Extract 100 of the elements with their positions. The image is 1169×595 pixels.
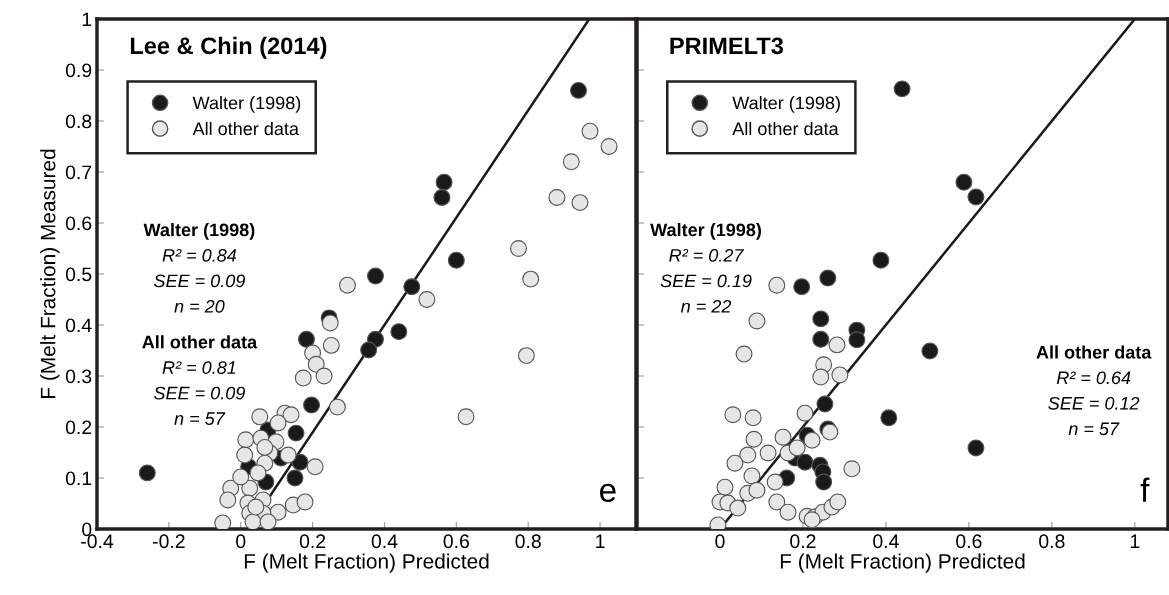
point (457, 408, 475, 426)
point (232, 468, 250, 486)
annotation: n = 57 (1068, 422, 1120, 436)
annotation: R² = 0.84 (162, 248, 237, 262)
point (735, 345, 753, 363)
x-tick-label: 0 (236, 534, 246, 549)
y-tick-label: 0.8 (65, 114, 92, 129)
point (803, 431, 821, 449)
y-tick-label: 0.6 (65, 216, 92, 231)
point (967, 439, 985, 457)
x-tick-label: 0.4 (873, 534, 899, 549)
point (418, 291, 436, 308)
point (967, 188, 985, 206)
point (848, 331, 866, 349)
x-tick-label: 0.2 (299, 534, 326, 549)
point (138, 464, 156, 482)
point (403, 278, 421, 296)
y-tick-label: 0.5 (65, 267, 92, 282)
point (522, 270, 540, 288)
annotation: SEE = 0.09 (154, 386, 245, 400)
point (259, 513, 277, 529)
point (812, 310, 830, 328)
point (759, 444, 777, 462)
y-tick-label: 1 (82, 12, 92, 27)
point (729, 499, 747, 517)
point (831, 366, 849, 384)
legend-label: All other data (732, 121, 839, 136)
text: Lee & Chin (2014) (130, 36, 327, 59)
point (247, 498, 265, 516)
point (360, 341, 378, 359)
y-tick-label: 0.7 (65, 165, 92, 180)
point (812, 368, 830, 386)
point (812, 330, 830, 348)
point (600, 138, 618, 155)
point (287, 424, 305, 442)
point (517, 347, 535, 365)
point (338, 276, 356, 294)
annotation: All other data (1036, 345, 1152, 359)
point (743, 467, 761, 485)
point (279, 446, 297, 464)
point (236, 446, 254, 464)
point (829, 493, 847, 511)
point (249, 464, 267, 482)
point (286, 469, 304, 487)
annotation: R² = 0.81 (162, 361, 236, 374)
x-tick-label: 0.8 (1039, 534, 1065, 549)
y-tick-label: 0.1 (65, 471, 92, 486)
point (296, 493, 314, 511)
point (921, 342, 939, 360)
point (768, 493, 786, 511)
point (433, 189, 451, 206)
annotation: R² = 0.27 (669, 248, 744, 262)
annotation: SEE = 0.12 (1048, 396, 1140, 410)
point (214, 514, 232, 529)
annotation: n = 22 (680, 299, 732, 313)
x-axis-title: F (Melt Fraction) Predicted (244, 553, 489, 573)
point (390, 323, 408, 341)
point (321, 314, 339, 332)
point (367, 267, 384, 285)
point (237, 431, 255, 449)
point (303, 396, 320, 414)
point (843, 460, 861, 478)
point (893, 80, 911, 98)
point (872, 251, 890, 269)
point (447, 251, 465, 269)
point (294, 369, 312, 387)
point (315, 367, 333, 385)
annotation: SEE = 0.09 (154, 274, 245, 288)
point (748, 312, 766, 330)
point (251, 408, 269, 426)
point (306, 458, 324, 476)
x-tick-label: -0.2 (152, 534, 185, 549)
point (724, 406, 742, 424)
point (768, 276, 786, 294)
y-tick-label: 0.4 (65, 318, 92, 333)
y-tick-label: 0.3 (65, 369, 92, 384)
x-tick-label: 0.6 (956, 534, 982, 549)
x-tick-label: 0.2 (790, 534, 816, 549)
annotation: n = 57 (174, 412, 226, 425)
point (819, 269, 837, 287)
point (793, 278, 811, 296)
annotation: e (600, 483, 616, 503)
point (739, 446, 757, 464)
point (745, 430, 763, 448)
point (766, 473, 784, 491)
x-tick-label: 1 (596, 534, 605, 548)
y-tick-label: 0.9 (65, 63, 92, 78)
annotation: All other data (142, 335, 258, 349)
legend-label: Walter (1998) (732, 96, 840, 113)
annotation: SEE = 0.19 (660, 274, 752, 288)
point (828, 336, 846, 354)
annotation: n = 20 (174, 299, 225, 313)
annotation: f (1140, 477, 1150, 502)
point (219, 491, 237, 509)
annotation: R² = 0.64 (1056, 371, 1131, 385)
point (880, 409, 898, 427)
point (779, 503, 797, 521)
point (328, 398, 346, 416)
point (788, 439, 806, 457)
x-tick-label: 0.8 (515, 534, 541, 549)
